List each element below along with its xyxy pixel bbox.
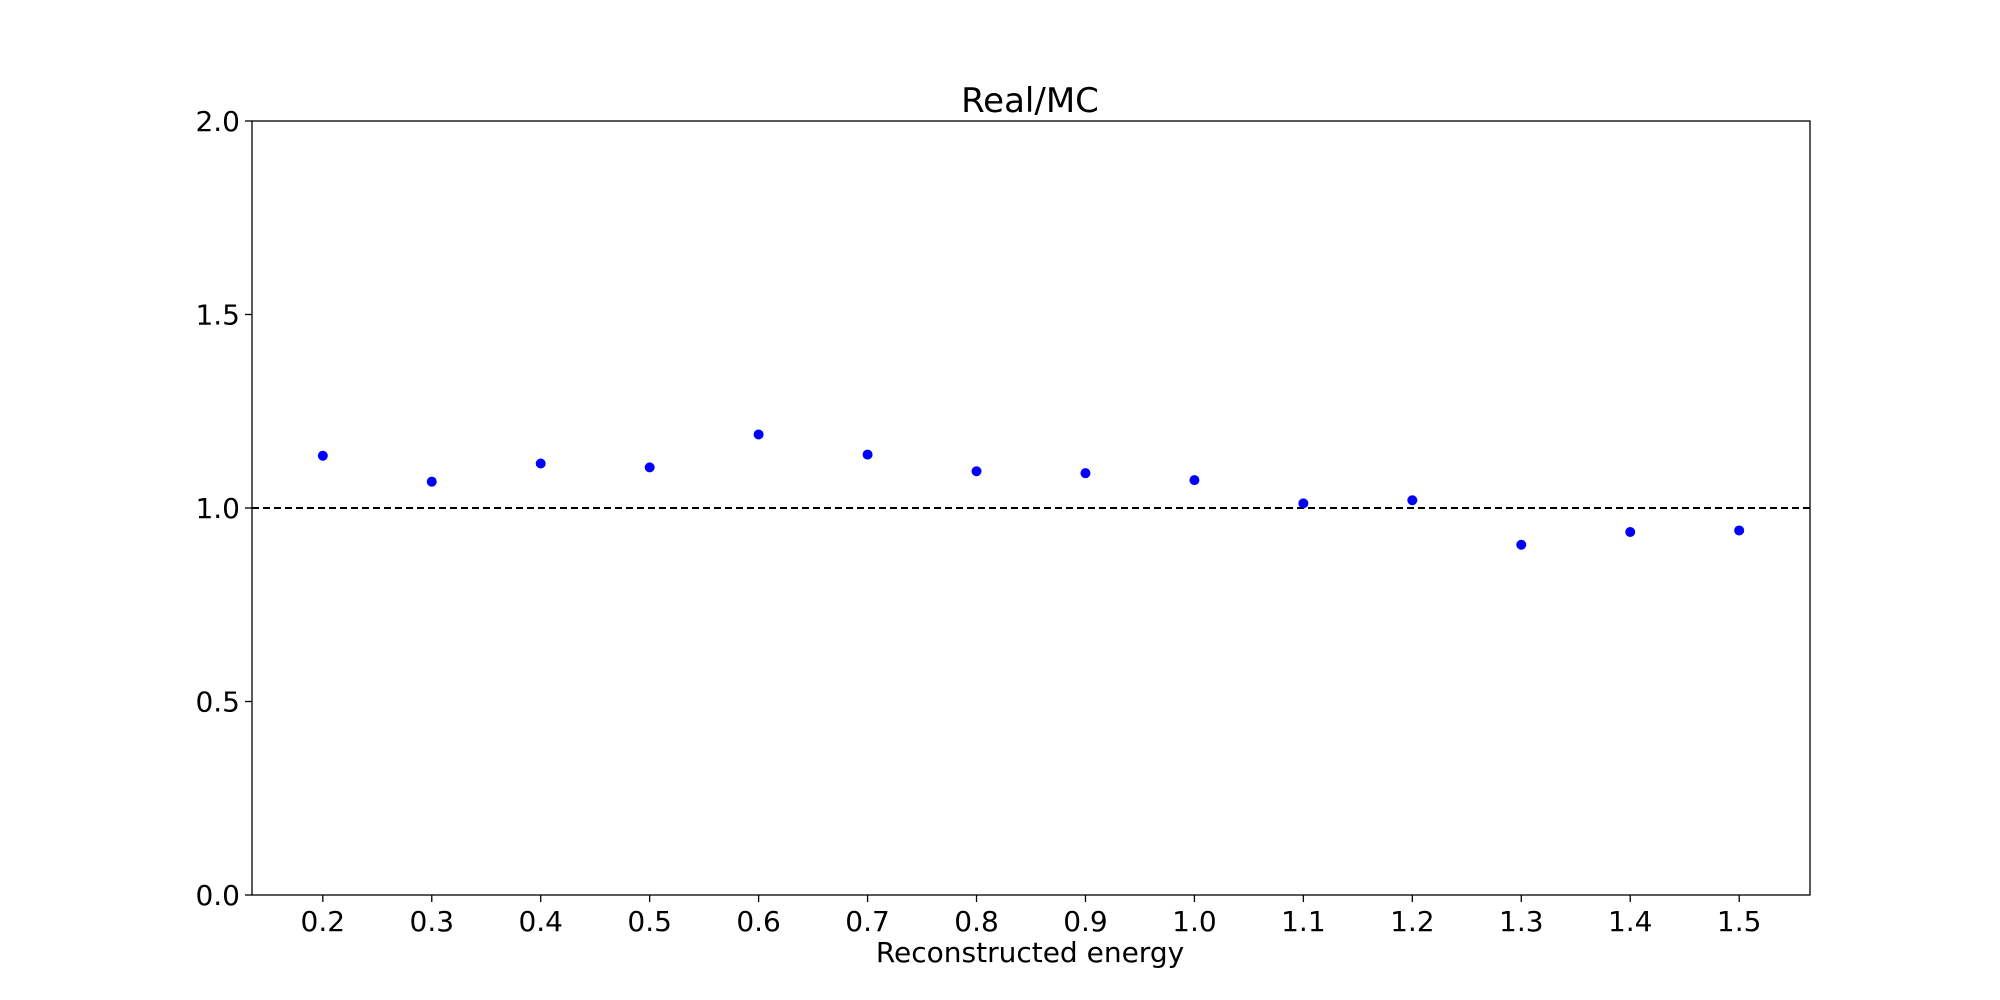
data-point [426,476,437,487]
data-point [1080,468,1091,479]
x-tick-label: 0.4 [518,905,563,938]
data-point [1734,525,1745,536]
data-point [971,466,982,477]
x-tick-label: 0.3 [410,905,455,938]
x-tick-label: 0.8 [954,905,999,938]
data-point [644,462,655,473]
y-tick-label: 0.5 [195,686,240,719]
x-tick-label: 0.6 [736,905,781,938]
x-axis-title: Reconstructed energy [876,936,1184,969]
data-point [753,429,764,440]
data-point [317,450,328,461]
x-tick-label: 1.0 [1172,905,1217,938]
x-tick-label: 1.1 [1281,905,1326,938]
y-axis-ticks: 0.0 0.5 1.0 1.5 2.0 [195,105,252,912]
x-tick-label: 1.5 [1717,905,1762,938]
x-tick-label: 0.2 [301,905,346,938]
data-point [1298,498,1309,509]
x-tick-label: 0.7 [845,905,890,938]
data-point [1625,526,1636,537]
y-tick-label: 2.0 [195,105,240,138]
x-tick-label: 1.4 [1608,905,1653,938]
data-point [1189,475,1200,486]
y-tick-label: 1.0 [195,492,240,525]
x-tick-label: 1.2 [1390,905,1435,938]
y-tick-label: 1.5 [195,299,240,332]
data-point [535,458,546,469]
x-axis-ticks: 0.2 0.3 0.4 0.5 0.6 0.7 0.8 0.9 1.0 1.1 1.2 1.3 1.4 1… [301,895,1762,938]
data-point [862,449,873,460]
data-points-layer [317,429,1745,550]
data-point [1516,539,1527,550]
x-tick-label: 0.5 [627,905,672,938]
chart-title: Real/MC [961,81,1099,121]
y-tick-label: 0.0 [195,879,240,912]
x-tick-label: 0.9 [1063,905,1108,938]
x-tick-label: 1.3 [1499,905,1544,938]
data-point [1407,495,1418,506]
